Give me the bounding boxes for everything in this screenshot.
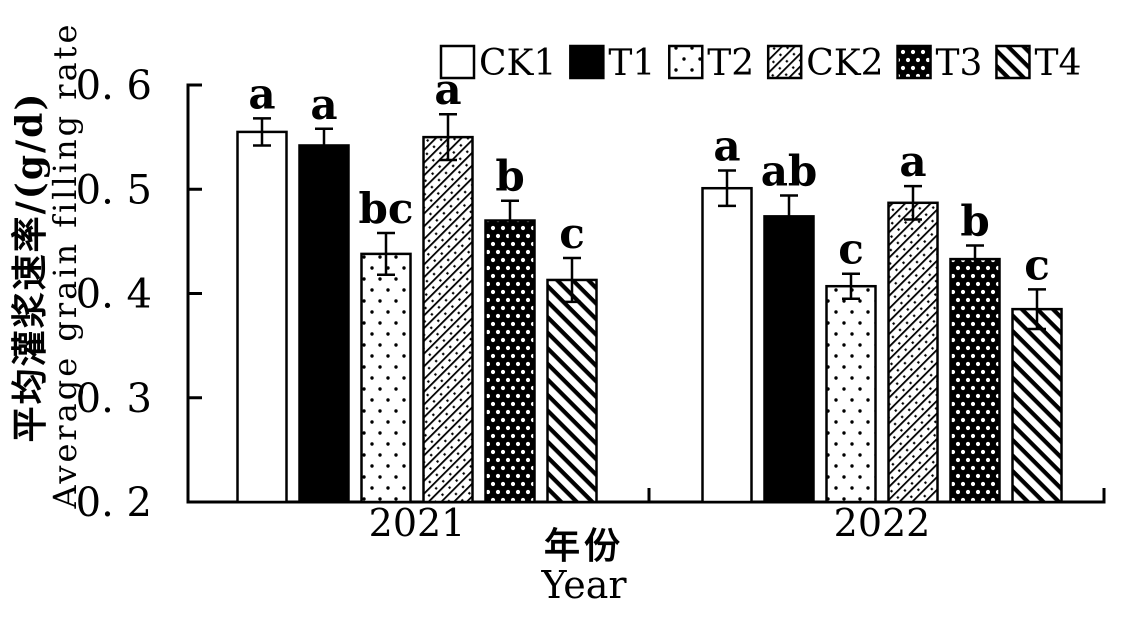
bar-CK2-2022 — [887, 201, 939, 504]
bar-T3-2022 — [949, 257, 1001, 504]
sig-letter-CK1-2021: a — [248, 69, 275, 118]
sig-letter-T2-2022: c — [838, 225, 864, 274]
bar-CK2-2021 — [422, 135, 474, 504]
legend-label-T3: T3 — [936, 43, 983, 84]
legend-swatch-T4 — [995, 44, 1031, 80]
error-bar-T3-2021 — [501, 199, 519, 242]
bar-T2-2022 — [825, 284, 877, 504]
sig-letter-T1-2021: a — [310, 80, 337, 129]
y-tick-label-0.5: 0. 5 — [76, 167, 152, 213]
error-bar-T2-2021 — [377, 231, 395, 276]
x-axis-title-en: Year — [541, 562, 627, 607]
error-bar-T4-2022 — [1028, 288, 1046, 331]
bar-T1-2022 — [763, 215, 815, 504]
legend-label-T2: T2 — [707, 43, 754, 84]
axes — [186, 83, 1106, 504]
error-bar-CK2-2022 — [904, 184, 922, 221]
sig-letter-T3-2022: b — [960, 197, 989, 246]
y-axis-title-en: Average grain filling rate — [46, 21, 84, 509]
error-bar-CK2-2021 — [439, 112, 457, 162]
error-bar-T3-2022 — [966, 244, 984, 274]
legend-label-CK2: CK2 — [806, 43, 883, 84]
bar-T3-2021 — [484, 219, 536, 504]
sig-letter-CK2-2022: a — [899, 137, 926, 186]
y-tick-label-0.2: 0. 2 — [76, 480, 152, 526]
x-category-2022: 2022 — [834, 501, 931, 545]
bar-CK1-2021 — [236, 130, 288, 504]
y-tick-label-0.3: 0. 3 — [76, 376, 152, 422]
y-tick-label-0.4: 0. 4 — [76, 272, 152, 318]
x-axis-title: 年份 Year — [541, 525, 627, 607]
legend-label-T4: T4 — [1034, 43, 1081, 84]
error-bar-T2-2022 — [842, 272, 860, 300]
sig-letter-T1-2022: ab — [761, 147, 818, 196]
legend-swatch-T2 — [668, 44, 704, 80]
sig-letter-T4-2022: c — [1024, 240, 1050, 289]
legend-label-T1: T1 — [608, 43, 655, 84]
error-bar-CK1-2022 — [718, 169, 736, 208]
sig-letter-T2-2021: bc — [359, 184, 414, 233]
bar-T4-2022 — [1011, 307, 1063, 504]
error-bar-T1-2022 — [780, 194, 798, 239]
legend-swatch-T1 — [569, 44, 605, 80]
legend-label-CK1: CK1 — [479, 43, 556, 84]
y-tick-label-0.6: 0. 6 — [76, 63, 152, 109]
bar-T2-2021 — [360, 252, 412, 504]
bar-CK1-2022 — [701, 186, 753, 504]
sig-letter-T3-2021: b — [495, 152, 524, 201]
x-category-2021: 2021 — [369, 501, 466, 545]
x-axis-title-zh: 年份 — [543, 525, 624, 567]
error-bar-T1-2021 — [315, 127, 333, 164]
bar-T4-2021 — [546, 278, 598, 504]
bar-T1-2021 — [298, 144, 350, 504]
error-bar-T4-2021 — [563, 256, 581, 304]
error-bar-CK1-2021 — [253, 117, 271, 147]
legend-swatch-T3 — [896, 44, 932, 80]
legend-swatch-CK2 — [766, 44, 803, 80]
legend-swatch-CK1 — [439, 44, 476, 80]
sig-letter-CK1-2022: a — [713, 121, 740, 170]
sig-letter-T4-2021: c — [559, 209, 585, 258]
